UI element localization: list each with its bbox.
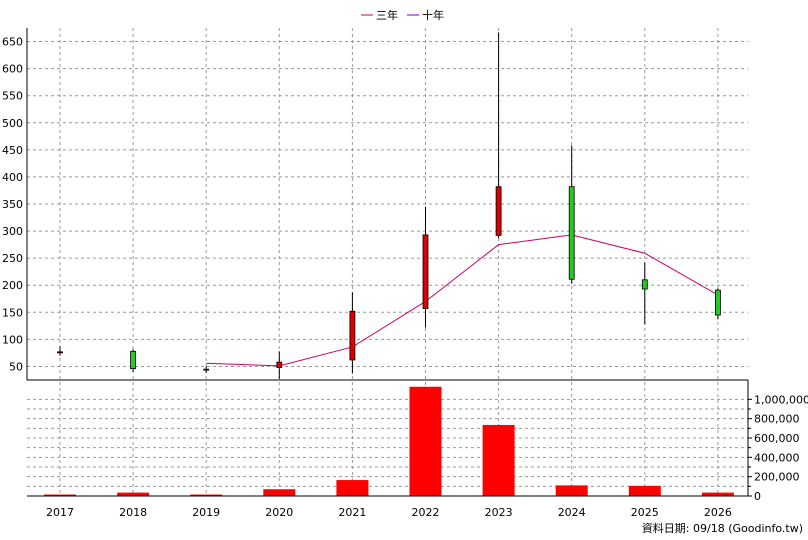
volume-bars	[44, 386, 734, 496]
volume-bar	[117, 492, 150, 496]
x-tick-label: 2021	[338, 506, 366, 519]
volume-bar	[409, 386, 442, 496]
volume-bar	[190, 494, 223, 496]
price-tick-label: 450	[2, 144, 23, 157]
x-tick-label: 2026	[704, 506, 732, 519]
price-tick-label: 400	[2, 171, 23, 184]
legend: 三年 十年	[361, 8, 444, 22]
x-tick-label: 2020	[265, 506, 293, 519]
price-tick-label: 100	[2, 333, 23, 346]
price-tick-label: 500	[2, 117, 23, 130]
x-tick-label: 2019	[192, 506, 220, 519]
price-tick-label: 350	[2, 198, 23, 211]
legend-label-10yr: 十年	[422, 8, 444, 22]
volume-bar	[336, 480, 369, 496]
x-tick-label: 2022	[412, 506, 440, 519]
volume-bar	[482, 424, 515, 496]
candle-body	[715, 289, 721, 316]
moving-average-lines	[206, 234, 719, 367]
candle-body	[276, 361, 283, 368]
price-tick-label: 50	[9, 360, 23, 373]
x-tick-label: 2018	[119, 506, 147, 519]
volume-bar	[555, 485, 588, 496]
candle-body	[641, 279, 648, 290]
price-tick-label: 550	[2, 90, 23, 103]
candle-body	[130, 350, 137, 370]
source-note: 資料日期: 09/18 (Goodinfo.tw)	[642, 521, 803, 535]
x-tick-label: 2017	[46, 506, 74, 519]
volume-bar	[263, 489, 296, 496]
volume-tick-label: 800,000	[754, 413, 800, 426]
ma-line	[206, 234, 719, 367]
volume-bar	[701, 492, 734, 496]
price-tick-label: 250	[2, 252, 23, 265]
candle-body	[57, 351, 63, 354]
volume-tick-label: 400,000	[754, 451, 800, 464]
volume-tick-label: 0	[754, 490, 761, 503]
price-grid	[27, 28, 748, 496]
volume-bar	[44, 494, 76, 496]
legend-label-3yr: 三年	[376, 8, 398, 22]
x-tick-label: 2023	[485, 506, 513, 519]
candle-body	[495, 186, 502, 236]
volume-tick-label: 200,000	[754, 471, 800, 484]
price-tick-label: 150	[2, 306, 23, 319]
x-tick-label: 2025	[631, 506, 659, 519]
volume-tick-label: 600,000	[754, 432, 800, 445]
candles	[57, 32, 721, 379]
candle-body	[349, 310, 356, 361]
axes: 50 100 150 200 250 300 350 400 450 500 550 600 650 0 2…	[2, 28, 808, 519]
volume-grid	[27, 398, 748, 487]
candle-body	[568, 186, 575, 280]
price-tick-label: 300	[2, 225, 23, 238]
price-tick-label: 650	[2, 36, 23, 49]
price-tick-label: 600	[2, 63, 23, 76]
x-tick-label: 2024	[558, 506, 586, 519]
volume-tick-label: 1,000,000	[754, 393, 808, 406]
price-tick-label: 200	[2, 279, 23, 292]
candle-body	[422, 234, 429, 309]
candle-body	[203, 368, 210, 371]
volume-bar	[628, 485, 661, 496]
